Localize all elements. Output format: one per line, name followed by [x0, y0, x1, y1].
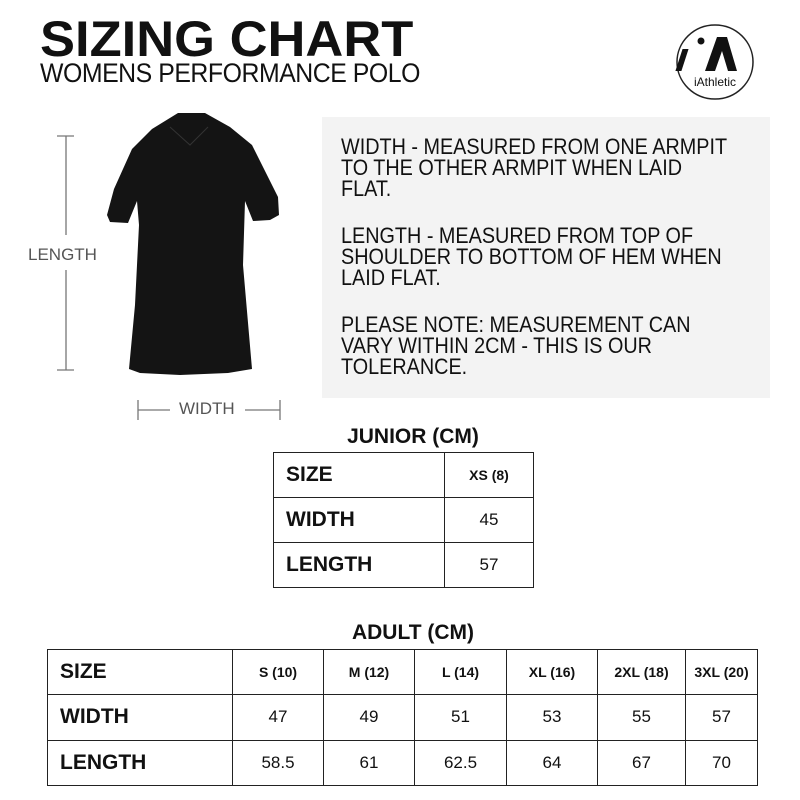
- length-label: LENGTH: [28, 245, 97, 264]
- table-cell: 58.5: [232, 739, 324, 787]
- table-cell: XS (8): [444, 452, 534, 498]
- length-dimension-line: [57, 135, 74, 371]
- page-subtitle: WOMENS PERFORMANCE POLO: [40, 58, 421, 88]
- table-cell: 49: [323, 694, 415, 741]
- table-cell: 62.5: [414, 739, 507, 787]
- tolerance-note: PLEASE NOTE: MEASUREMENT CAN VARY WITHIN…: [341, 312, 691, 379]
- width-note: WIDTH - MEASURED FROM ONE ARMPIT TO THE …: [341, 134, 727, 201]
- table-cell: M (12): [323, 648, 415, 696]
- table-row: LENGTH 58.5 61 62.5 64 67 70: [47, 739, 758, 787]
- table-cell: LENGTH: [47, 739, 233, 787]
- polo-diagram: [57, 113, 281, 420]
- page-title: SIZING CHART: [40, 11, 414, 67]
- svg-text:iAthletic: iAthletic: [694, 75, 736, 89]
- table-cell: XL (16): [506, 648, 598, 696]
- table-cell: 70: [685, 739, 758, 787]
- table-cell: 2XL (18): [597, 648, 686, 696]
- table-cell: S (10): [232, 648, 324, 696]
- table-row: SIZE S (10) M (12) L (14) XL (16) 2XL (18) 3XL…: [47, 648, 758, 696]
- width-label: WIDTH: [179, 399, 235, 418]
- table-cell: 55: [597, 694, 686, 741]
- table-cell: SIZE: [273, 452, 445, 498]
- adult-size-table: SIZE S (10) M (12) L (14) XL (16) 2XL (18) 3XL…: [47, 648, 758, 787]
- length-note: LENGTH - MEASURED FROM TOP OF SHOULDER T…: [341, 223, 722, 290]
- table-row: WIDTH 47 49 51 53 55 57: [47, 694, 758, 741]
- iathletic-logo: iAthletic: [675, 24, 754, 100]
- adult-table-title: ADULT (CM): [351, 621, 475, 644]
- table-cell: 53: [506, 694, 598, 741]
- table-cell: 57: [685, 694, 758, 741]
- table-cell: WIDTH: [273, 497, 445, 543]
- table-row: WIDTH 45: [273, 497, 534, 543]
- table-cell: 51: [414, 694, 507, 741]
- polo-shirt-image: [107, 113, 279, 375]
- table-cell: 3XL (20): [685, 648, 758, 696]
- table-cell: LENGTH: [273, 542, 445, 588]
- table-cell: WIDTH: [47, 694, 233, 741]
- table-cell: 67: [597, 739, 686, 787]
- table-row: SIZE XS (8): [273, 452, 534, 498]
- table-cell: 47: [232, 694, 324, 741]
- table-cell: 57: [444, 542, 534, 588]
- table-cell: SIZE: [47, 648, 233, 696]
- table-row: LENGTH 57: [273, 542, 534, 588]
- junior-size-table: SIZE XS (8) WIDTH 45 LENGTH 57: [273, 452, 534, 588]
- table-cell: 45: [444, 497, 534, 543]
- table-cell: L (14): [414, 648, 507, 696]
- measurement-info-box: WIDTH - MEASURED FROM ONE ARMPIT TO THE …: [322, 117, 770, 398]
- junior-table-title: JUNIOR (CM): [347, 425, 479, 448]
- table-cell: 61: [323, 739, 415, 787]
- table-cell: 64: [506, 739, 598, 787]
